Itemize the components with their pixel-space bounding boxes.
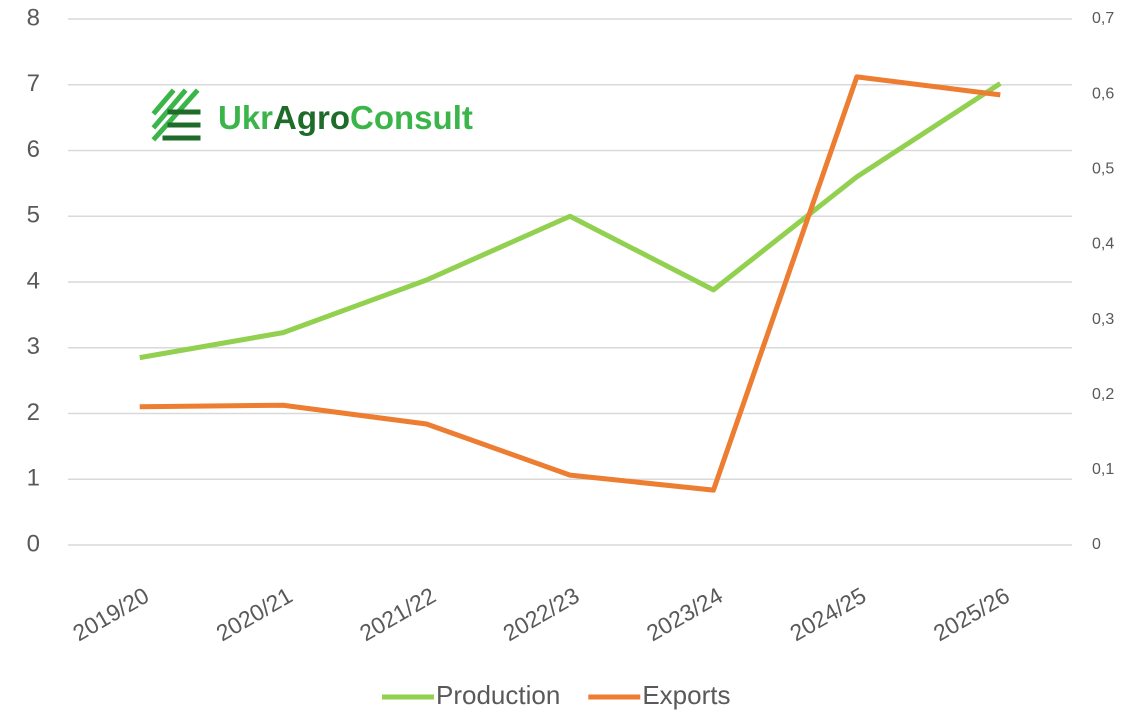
logo-part: Consult: [350, 99, 473, 136]
y-tick-label: 2: [27, 399, 40, 426]
x-tick-label: 2019/20: [68, 582, 153, 646]
x-tick-label: 2021/22: [355, 582, 440, 646]
x-tick-label: 2023/24: [642, 582, 727, 646]
series-line: [139, 74, 1001, 493]
y-tick-label: 1: [27, 465, 40, 492]
legend-label: Production: [436, 680, 560, 710]
x-tick-label: 2024/25: [785, 582, 870, 646]
y2-tick-label: 0,5: [1092, 161, 1114, 178]
series-line: [139, 81, 1002, 361]
y-tick-label: 3: [27, 333, 40, 360]
logo-text: UkrAgroConsult: [218, 99, 473, 136]
y-tick-label: 0: [27, 530, 40, 557]
y2-tick-label: 0: [1092, 536, 1101, 553]
y-tick-label: 6: [27, 136, 40, 163]
x-tick-label: 2025/26: [929, 582, 1014, 646]
y2-tick-label: 0,2: [1092, 386, 1114, 403]
logo-part: Ukr: [218, 99, 273, 136]
y-tick-label: 7: [27, 70, 40, 97]
y-tick-label: 5: [27, 202, 40, 229]
logo: UkrAgroConsult: [151, 88, 473, 142]
y-tick-label: 4: [27, 267, 40, 294]
x-tick-label: 2022/23: [499, 582, 584, 646]
logo-part: Agro: [273, 99, 350, 136]
x-tick-label: 2020/21: [212, 582, 297, 646]
y2-tick-label: 0,4: [1092, 236, 1114, 253]
logo-icon: [151, 88, 201, 142]
y2-tick-label: 0,7: [1092, 10, 1114, 27]
legend-label: Exports: [642, 680, 730, 710]
y2-tick-label: 0,1: [1092, 461, 1114, 478]
y2-tick-label: 0,3: [1092, 311, 1114, 328]
y-tick-label: 8: [27, 4, 40, 31]
y2-tick-label: 0,6: [1092, 85, 1114, 102]
